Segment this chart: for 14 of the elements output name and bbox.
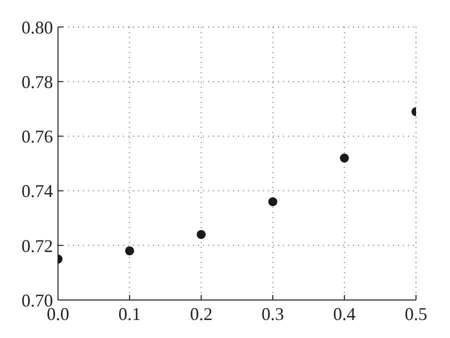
x-tick-label: 0.2 <box>190 304 212 324</box>
x-tick-label: 0.5 <box>404 304 428 324</box>
x-tick-label: 0.1 <box>118 304 141 324</box>
y-tick-label: 0.78 <box>22 72 53 92</box>
point <box>268 197 278 206</box>
y-tick-label: 0.80 <box>22 17 53 38</box>
y-tick-label: 0.72 <box>22 236 53 256</box>
point <box>125 246 134 256</box>
point <box>196 230 206 239</box>
y-tick-label: 0.74 <box>22 181 53 202</box>
x-tick-label: 0.3 <box>262 304 284 324</box>
x-tick-label: 0.4 <box>333 304 356 324</box>
point <box>340 154 349 163</box>
y-tick-label: 0.76 <box>22 126 53 147</box>
